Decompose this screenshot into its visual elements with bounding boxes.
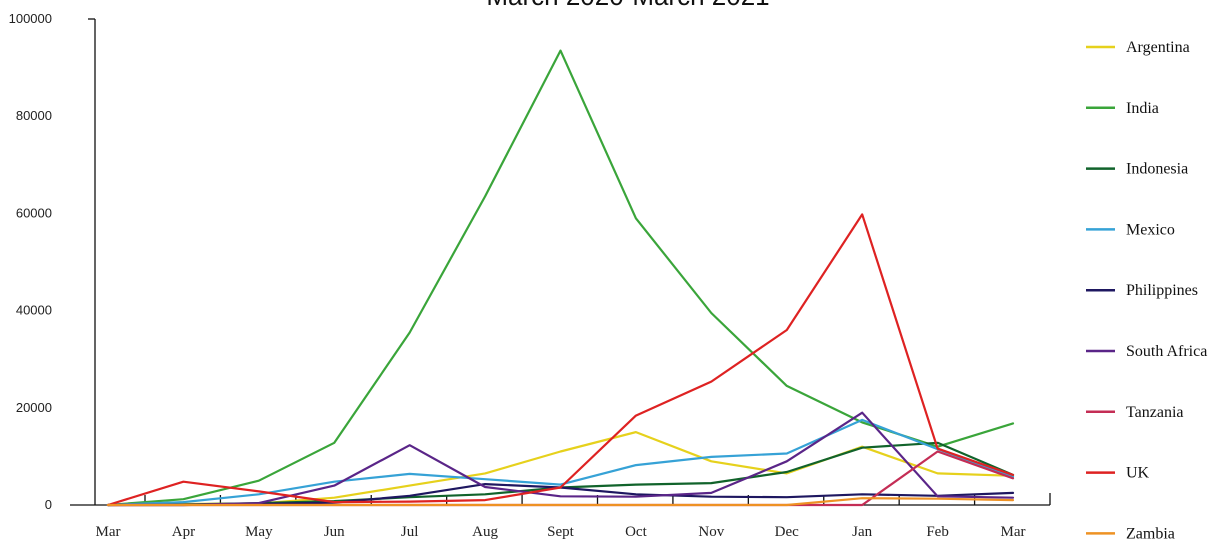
x-tick-label: Mar: [1001, 524, 1026, 539]
axes: [70, 18, 1051, 506]
y-tick-label: 80000: [16, 108, 52, 123]
x-tick-label: Apr: [172, 524, 195, 539]
y-tick-label: 20000: [16, 400, 52, 415]
legend-label: Zambia: [1126, 525, 1175, 539]
x-tick-label: Nov: [698, 524, 724, 539]
legend-label: UK: [1126, 465, 1150, 482]
series-line-zambia: [106, 497, 1015, 507]
x-tick-label: May: [245, 524, 273, 539]
x-tick-label: Dec: [775, 524, 799, 539]
y-tick-label: 60000: [16, 205, 52, 220]
series-line-india: [106, 49, 1015, 507]
legend-label: Philippines: [1126, 282, 1198, 299]
legend: Argentina India Indonesia Mexico Philippines…: [1086, 39, 1207, 539]
legend-label: Indonesia: [1126, 161, 1188, 178]
chart-title: March 2020-March 2021: [486, 0, 769, 11]
y-tick-label: 40000: [16, 303, 52, 318]
legend-label: India: [1126, 100, 1159, 117]
x-tick-label: Jul: [401, 524, 419, 539]
legend-label: Argentina: [1126, 39, 1190, 56]
y-tick-label: 0: [45, 497, 52, 512]
x-tick-label: Oct: [625, 524, 647, 539]
series-line-uk: [106, 213, 1015, 507]
x-tick-label: Mar: [96, 524, 121, 539]
legend-label: South Africa: [1126, 343, 1207, 360]
series-line-south-africa: [106, 411, 1015, 507]
legend-label: Mexico: [1126, 221, 1175, 238]
x-axis-ticks: Mar Apr May Jun Jul Aug Sept Oct Nov Dec Jan Feb Mar: [96, 495, 1026, 539]
x-tick-label: Aug: [472, 524, 498, 539]
series-line-mexico: [106, 418, 1015, 507]
x-tick-label: Sept: [547, 524, 575, 539]
x-tick-label: Feb: [926, 524, 949, 539]
series-lines: [106, 49, 1015, 507]
y-axis-ticks: 0 20000 40000 60000 80000 100000: [9, 11, 52, 512]
y-tick-label: 100000: [9, 11, 52, 26]
legend-label: Tanzania: [1126, 404, 1184, 421]
x-tick-label: Jun: [324, 524, 345, 539]
x-tick-label: Jan: [852, 524, 872, 539]
